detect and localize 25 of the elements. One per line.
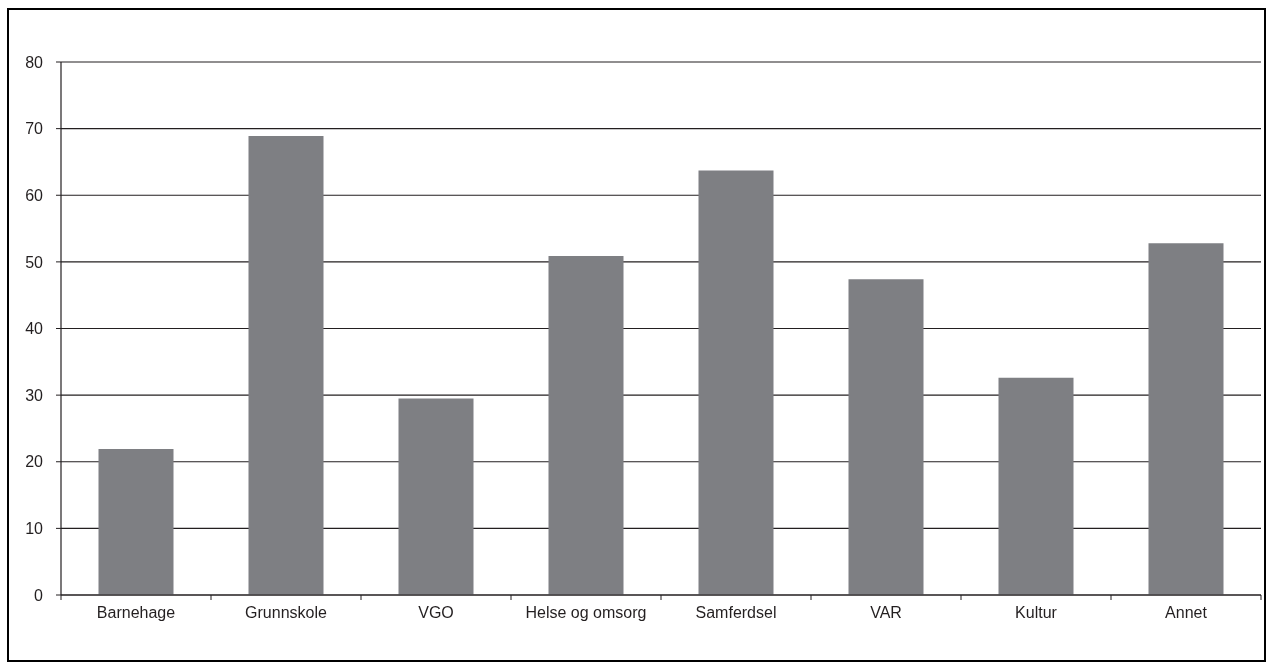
y-tick-label: 0 [34, 586, 44, 604]
bar [398, 398, 474, 595]
y-tick-label: 50 [25, 253, 44, 271]
y-tick-label: 20 [25, 453, 44, 471]
x-tick-label: VAR [870, 604, 902, 621]
y-tick-label: 10 [25, 520, 44, 538]
bar [1148, 243, 1224, 595]
bar [698, 170, 774, 595]
bar [848, 279, 924, 595]
x-tick-label: Helse og omsorg [525, 604, 647, 621]
bar [998, 377, 1074, 595]
x-tick-label: Kultur [1015, 604, 1058, 621]
x-tick-label: VGO [418, 604, 454, 621]
x-tick-label: Annet [1165, 604, 1208, 621]
y-tick-label: 70 [25, 120, 44, 138]
bar [98, 449, 174, 595]
bar [248, 135, 324, 595]
y-tick-label: 30 [25, 386, 44, 404]
y-tick-label: 40 [25, 320, 44, 338]
x-tick-label: Samferdsel [695, 604, 777, 621]
x-tick-label: Grunnskole [245, 604, 328, 621]
x-tick-label: Barnehage [96, 604, 176, 621]
bar [548, 255, 624, 595]
y-tick-label: 80 [25, 53, 44, 71]
y-tick-label: 60 [25, 186, 44, 204]
